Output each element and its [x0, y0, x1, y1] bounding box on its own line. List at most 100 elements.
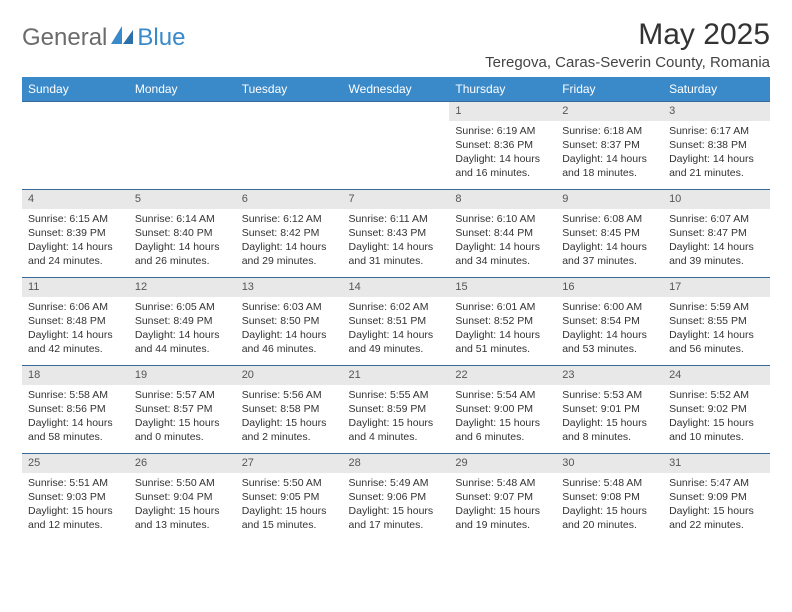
daylight-line: Daylight: 15 hours and 8 minutes.	[562, 416, 657, 444]
calendar-day-cell: 17Sunrise: 5:59 AMSunset: 8:55 PMDayligh…	[663, 278, 770, 366]
calendar-day-cell	[129, 102, 236, 190]
sunrise-line: Sunrise: 6:10 AM	[455, 212, 550, 226]
sunset-line: Sunset: 9:03 PM	[28, 490, 123, 504]
sunset-line: Sunset: 8:59 PM	[349, 402, 444, 416]
day-content: Sunrise: 5:50 AMSunset: 9:04 PMDaylight:…	[129, 473, 236, 537]
daylight-line: Daylight: 14 hours and 18 minutes.	[562, 152, 657, 180]
sunrise-line: Sunrise: 6:12 AM	[242, 212, 337, 226]
sunrise-line: Sunrise: 6:17 AM	[669, 124, 764, 138]
day-content: Sunrise: 6:02 AMSunset: 8:51 PMDaylight:…	[343, 297, 450, 361]
day-number: 21	[343, 366, 450, 385]
calendar-day-cell: 3Sunrise: 6:17 AMSunset: 8:38 PMDaylight…	[663, 102, 770, 190]
calendar-day-cell: 19Sunrise: 5:57 AMSunset: 8:57 PMDayligh…	[129, 366, 236, 454]
calendar-day-cell: 11Sunrise: 6:06 AMSunset: 8:48 PMDayligh…	[22, 278, 129, 366]
sunset-line: Sunset: 9:08 PM	[562, 490, 657, 504]
sunrise-line: Sunrise: 6:06 AM	[28, 300, 123, 314]
calendar-day-cell: 5Sunrise: 6:14 AMSunset: 8:40 PMDaylight…	[129, 190, 236, 278]
sunset-line: Sunset: 9:06 PM	[349, 490, 444, 504]
sunrise-line: Sunrise: 6:07 AM	[669, 212, 764, 226]
calendar-day-cell	[22, 102, 129, 190]
calendar-week-row: 4Sunrise: 6:15 AMSunset: 8:39 PMDaylight…	[22, 190, 770, 278]
daylight-line: Daylight: 15 hours and 13 minutes.	[135, 504, 230, 532]
day-number: 12	[129, 278, 236, 297]
day-content: Sunrise: 5:51 AMSunset: 9:03 PMDaylight:…	[22, 473, 129, 537]
sunrise-line: Sunrise: 6:19 AM	[455, 124, 550, 138]
daylight-line: Daylight: 14 hours and 42 minutes.	[28, 328, 123, 356]
sunset-line: Sunset: 9:05 PM	[242, 490, 337, 504]
day-number: 26	[129, 454, 236, 473]
day-content: Sunrise: 5:49 AMSunset: 9:06 PMDaylight:…	[343, 473, 450, 537]
sunrise-line: Sunrise: 5:53 AM	[562, 388, 657, 402]
daylight-line: Daylight: 14 hours and 16 minutes.	[455, 152, 550, 180]
day-number: 9	[556, 190, 663, 209]
sunrise-line: Sunrise: 6:02 AM	[349, 300, 444, 314]
day-number: 1	[449, 102, 556, 121]
sunrise-line: Sunrise: 5:52 AM	[669, 388, 764, 402]
day-content: Sunrise: 6:08 AMSunset: 8:45 PMDaylight:…	[556, 209, 663, 273]
day-number: 16	[556, 278, 663, 297]
day-number: 13	[236, 278, 343, 297]
daylight-line: Daylight: 15 hours and 10 minutes.	[669, 416, 764, 444]
sunrise-line: Sunrise: 6:14 AM	[135, 212, 230, 226]
calendar-day-cell: 2Sunrise: 6:18 AMSunset: 8:37 PMDaylight…	[556, 102, 663, 190]
sunset-line: Sunset: 8:58 PM	[242, 402, 337, 416]
day-content: Sunrise: 6:18 AMSunset: 8:37 PMDaylight:…	[556, 121, 663, 185]
day-content: Sunrise: 6:06 AMSunset: 8:48 PMDaylight:…	[22, 297, 129, 361]
day-content: Sunrise: 6:19 AMSunset: 8:36 PMDaylight:…	[449, 121, 556, 185]
calendar-day-cell: 1Sunrise: 6:19 AMSunset: 8:36 PMDaylight…	[449, 102, 556, 190]
calendar-day-cell: 15Sunrise: 6:01 AMSunset: 8:52 PMDayligh…	[449, 278, 556, 366]
daylight-line: Daylight: 14 hours and 58 minutes.	[28, 416, 123, 444]
day-header: Sunday	[22, 77, 129, 102]
sunrise-line: Sunrise: 5:55 AM	[349, 388, 444, 402]
sunrise-line: Sunrise: 5:51 AM	[28, 476, 123, 490]
calendar-day-cell: 24Sunrise: 5:52 AMSunset: 9:02 PMDayligh…	[663, 366, 770, 454]
daylight-line: Daylight: 15 hours and 15 minutes.	[242, 504, 337, 532]
sunset-line: Sunset: 8:38 PM	[669, 138, 764, 152]
sunset-line: Sunset: 9:04 PM	[135, 490, 230, 504]
calendar-day-cell: 12Sunrise: 6:05 AMSunset: 8:49 PMDayligh…	[129, 278, 236, 366]
day-number: 25	[22, 454, 129, 473]
daylight-line: Daylight: 15 hours and 4 minutes.	[349, 416, 444, 444]
calendar-day-cell: 27Sunrise: 5:50 AMSunset: 9:05 PMDayligh…	[236, 454, 343, 542]
day-number: 18	[22, 366, 129, 385]
daylight-line: Daylight: 15 hours and 19 minutes.	[455, 504, 550, 532]
sunrise-line: Sunrise: 5:54 AM	[455, 388, 550, 402]
daylight-line: Daylight: 14 hours and 24 minutes.	[28, 240, 123, 268]
calendar-day-cell: 16Sunrise: 6:00 AMSunset: 8:54 PMDayligh…	[556, 278, 663, 366]
calendar-week-row: 25Sunrise: 5:51 AMSunset: 9:03 PMDayligh…	[22, 454, 770, 542]
calendar-day-cell: 31Sunrise: 5:47 AMSunset: 9:09 PMDayligh…	[663, 454, 770, 542]
sunset-line: Sunset: 9:09 PM	[669, 490, 764, 504]
calendar-day-cell: 9Sunrise: 6:08 AMSunset: 8:45 PMDaylight…	[556, 190, 663, 278]
sunset-line: Sunset: 8:54 PM	[562, 314, 657, 328]
day-number: 5	[129, 190, 236, 209]
sunrise-line: Sunrise: 5:58 AM	[28, 388, 123, 402]
logo-text-gray: General	[22, 24, 107, 52]
logo-text-blue: Blue	[137, 24, 185, 52]
daylight-line: Daylight: 14 hours and 21 minutes.	[669, 152, 764, 180]
daylight-line: Daylight: 15 hours and 0 minutes.	[135, 416, 230, 444]
calendar-day-cell: 29Sunrise: 5:48 AMSunset: 9:07 PMDayligh…	[449, 454, 556, 542]
day-content: Sunrise: 6:07 AMSunset: 8:47 PMDaylight:…	[663, 209, 770, 273]
sunset-line: Sunset: 8:48 PM	[28, 314, 123, 328]
day-number: 7	[343, 190, 450, 209]
sunrise-line: Sunrise: 6:03 AM	[242, 300, 337, 314]
day-content: Sunrise: 6:01 AMSunset: 8:52 PMDaylight:…	[449, 297, 556, 361]
day-header: Saturday	[663, 77, 770, 102]
day-content: Sunrise: 6:17 AMSunset: 8:38 PMDaylight:…	[663, 121, 770, 185]
day-number: 14	[343, 278, 450, 297]
sunset-line: Sunset: 8:40 PM	[135, 226, 230, 240]
day-header: Wednesday	[343, 77, 450, 102]
sunset-line: Sunset: 8:49 PM	[135, 314, 230, 328]
daylight-line: Daylight: 15 hours and 2 minutes.	[242, 416, 337, 444]
calendar-day-cell: 20Sunrise: 5:56 AMSunset: 8:58 PMDayligh…	[236, 366, 343, 454]
sunset-line: Sunset: 8:39 PM	[28, 226, 123, 240]
sunrise-line: Sunrise: 6:00 AM	[562, 300, 657, 314]
day-content: Sunrise: 5:58 AMSunset: 8:56 PMDaylight:…	[22, 385, 129, 449]
calendar-week-row: 18Sunrise: 5:58 AMSunset: 8:56 PMDayligh…	[22, 366, 770, 454]
sunrise-line: Sunrise: 6:11 AM	[349, 212, 444, 226]
day-content: Sunrise: 6:10 AMSunset: 8:44 PMDaylight:…	[449, 209, 556, 273]
sunset-line: Sunset: 9:07 PM	[455, 490, 550, 504]
day-content: Sunrise: 5:48 AMSunset: 9:07 PMDaylight:…	[449, 473, 556, 537]
day-content: Sunrise: 5:54 AMSunset: 9:00 PMDaylight:…	[449, 385, 556, 449]
sunset-line: Sunset: 8:52 PM	[455, 314, 550, 328]
